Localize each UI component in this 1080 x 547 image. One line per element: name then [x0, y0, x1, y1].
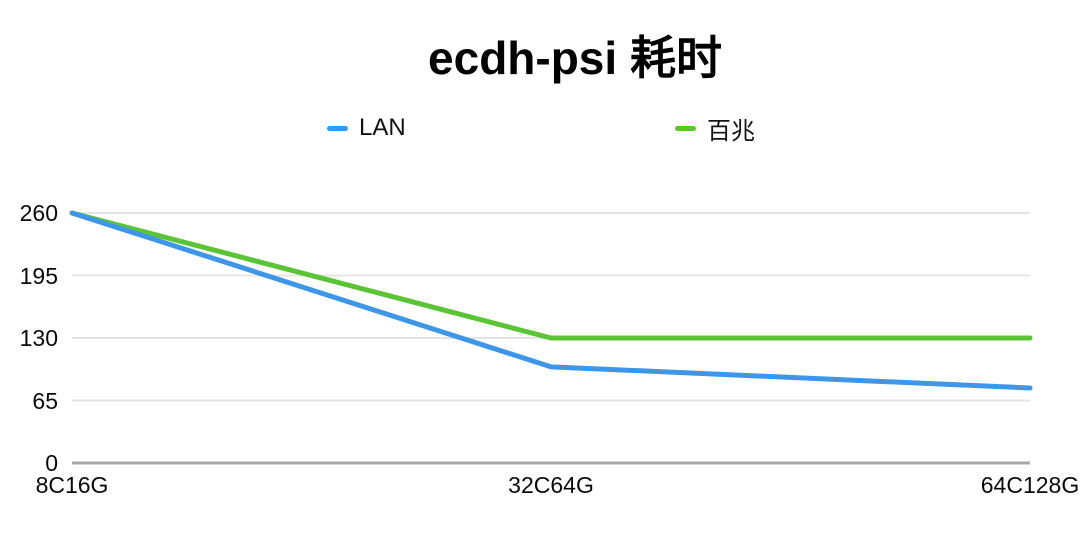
legend-swatch-baizhao-icon	[675, 125, 696, 131]
legend-swatch-lan-icon	[327, 125, 348, 131]
series-line-LAN	[69, 210, 1033, 391]
y-axis-tick-65: 65	[32, 387, 58, 414]
y-axis-tick-195: 195	[19, 262, 58, 289]
legend-item-baizhao: 百兆	[675, 114, 755, 145]
legend-label-baizhao: 百兆	[707, 117, 755, 145]
x-axis-tick-8C16G: 8C16G	[35, 472, 109, 498]
x-axis-tick-64C128G: 64C128G	[980, 472, 1080, 498]
legend-label-lan: LAN	[359, 114, 406, 141]
y-axis-tick-0: 0	[45, 450, 58, 476]
y-axis-tick-260: 260	[19, 200, 58, 226]
series-line-百兆	[69, 210, 1033, 341]
legend-item-lan: LAN	[327, 114, 406, 142]
y-axis-tick-130: 130	[19, 325, 58, 351]
chart-title: ecdh-psi 耗时	[428, 32, 722, 84]
x-axis-tick-32C64G: 32C64G	[508, 472, 594, 498]
